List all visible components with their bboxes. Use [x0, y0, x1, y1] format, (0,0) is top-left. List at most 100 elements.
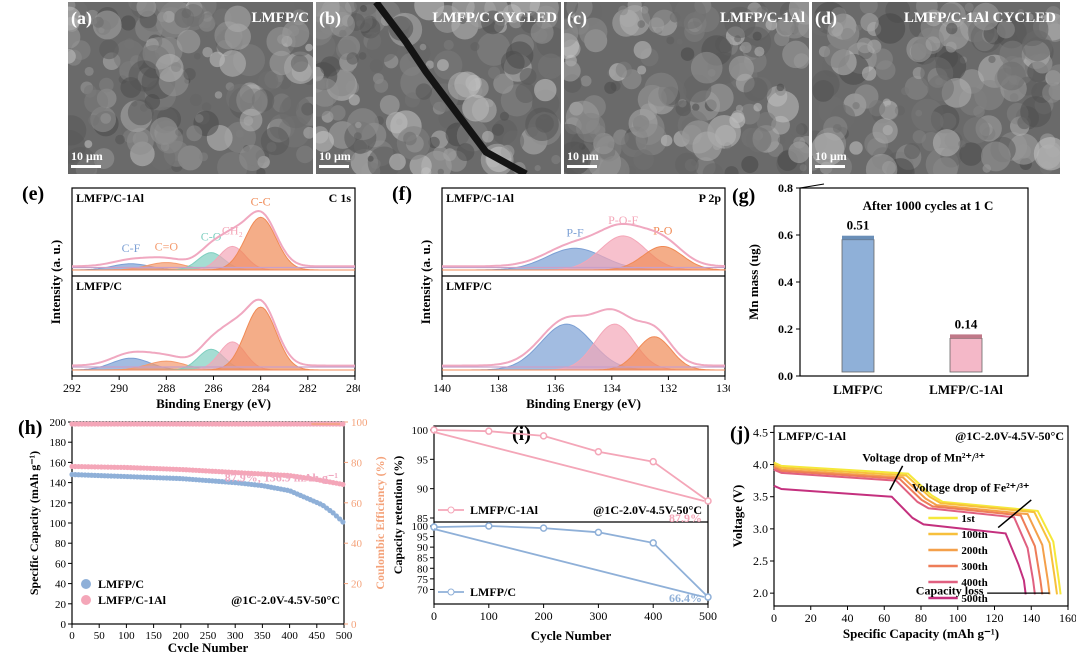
y2-tick-label: 60 — [351, 498, 363, 510]
y-axis-label: Intensity (a. u.) — [48, 240, 63, 325]
y2-tick-label: 80 — [351, 457, 363, 469]
mn-drop-annotation: Voltage drop of Mn²⁺/³⁺ — [862, 450, 985, 464]
data-point — [594, 447, 603, 456]
panel-label: (g) — [732, 185, 755, 207]
y-tick-label: 100 — [412, 521, 429, 533]
peak-label: C-O — [201, 230, 222, 244]
data-point — [539, 524, 548, 532]
condition-label: @1C-2.0V-4.5V-50°C — [955, 429, 1064, 443]
x-tick-label: 100 — [480, 609, 498, 623]
voltage-curve — [773, 461, 1062, 595]
voltage-curve — [773, 463, 1058, 595]
y-tick-label: 160 — [50, 457, 67, 469]
y-tick-label: 140 — [50, 478, 67, 490]
x-tick-label: 120 — [986, 611, 1004, 625]
x-axis-label: Specific Capacity (mAh g⁻¹) — [843, 626, 999, 641]
x-axis-label: Cycle Number — [168, 640, 249, 652]
data-point — [485, 427, 493, 435]
x-tick-label: 500 — [699, 609, 717, 623]
legend-marker — [447, 506, 455, 514]
sem-image-a: (a) LMFP/C 10 μm — [68, 2, 313, 174]
x-tick-label: 140 — [1022, 611, 1040, 625]
y-tick-label: 80 — [55, 538, 67, 550]
x-axis-label: Cycle Number — [531, 628, 612, 643]
legend-label: LMFP/C — [470, 585, 516, 599]
x-tick-label: 300 — [589, 609, 607, 623]
bar — [949, 337, 983, 373]
envelope-curve — [442, 308, 726, 367]
y-tick-label: 0.6 — [778, 228, 793, 242]
sem-sample-title: LMFP/C — [251, 10, 310, 26]
retention-line — [433, 429, 709, 502]
data-point — [704, 593, 712, 601]
fit-peak — [442, 246, 726, 271]
x-tick-label: 280 — [346, 381, 360, 395]
sem-scale-bar — [567, 165, 597, 168]
legend-label: LMFP/C-1Al — [98, 593, 167, 607]
sem-scale-label: 10 μm — [815, 149, 847, 163]
data-point — [340, 421, 346, 427]
legend-label: 400th — [961, 577, 987, 589]
x-tick-label: 282 — [299, 381, 317, 395]
y-tick-label: 4.5 — [753, 425, 768, 439]
legend-label: 200th — [961, 545, 987, 557]
legend-marker — [81, 595, 91, 605]
peak-label: C-F — [122, 241, 141, 255]
x-tick-label: 292 — [63, 381, 81, 395]
y-tick-label: 0.0 — [778, 369, 793, 383]
x-tick-label: 350 — [254, 630, 271, 642]
data-point — [649, 539, 657, 547]
sem-sample-title: LMFP/C-1Al CYCLED — [903, 10, 1056, 26]
y-tick-label: 4.0 — [753, 458, 768, 472]
fit-peak — [72, 216, 355, 271]
y-tick-label: 100 — [412, 425, 429, 437]
voltage-curve — [773, 468, 1036, 595]
y-tick-label: 60 — [55, 558, 67, 570]
x-tick-label: 0 — [771, 611, 777, 625]
x-tick-label: 200 — [173, 630, 190, 642]
data-point — [704, 497, 712, 505]
x-tick-label: 450 — [309, 630, 326, 642]
sem-scale-label: 10 μm — [319, 149, 351, 163]
x-tick-label: 100 — [118, 630, 135, 642]
data-point — [594, 528, 603, 537]
x-tick-label: 132 — [659, 381, 677, 395]
fe-drop-annotation: Voltage drop of Fe²⁺/³⁺ — [912, 481, 1030, 495]
x-tick-label: 286 — [205, 381, 223, 395]
voltage-profile-chart: (j) 0 20 40 60 80 100 120 140 160 2.0 2.5 3.0 3.5 4.0 4… — [730, 423, 1076, 641]
sem-sample-title: LMFP/C-1Al — [720, 10, 805, 26]
cycling-capacity-chart: (h)0 50 100 150 200 250 300 350 400 450 5000204060… — [18, 417, 387, 652]
voltage-curve — [773, 466, 1044, 595]
chart-title: After 1000 cycles at 1 C — [863, 198, 994, 213]
x-tick-label: 130 — [716, 381, 730, 395]
legend-label: 300th — [961, 561, 987, 573]
peak-label: CH₂ — [222, 223, 243, 237]
x-tick-label: 300 — [227, 630, 244, 642]
x-tick-label: 60 — [878, 611, 890, 625]
mn-arrow — [889, 465, 904, 491]
x-tick-label: 40 — [842, 611, 854, 625]
bar-top — [950, 334, 982, 339]
y2-tick-label: 40 — [351, 538, 363, 550]
sem-panel-label: (d) — [815, 8, 837, 28]
peak-label: P-O — [653, 223, 673, 237]
envelope-curve — [71, 298, 355, 367]
condition-label: @1C-2.0V-4.5V-50°C — [593, 503, 702, 517]
y-tick-label: 80 — [417, 563, 429, 575]
sem-scale-label: 10 μm — [71, 149, 103, 163]
mn-mass-bar-chart: (g) 0.0 0.2 0.4 0.6 0.8 Mn mass (ug) After 1000… — [732, 181, 1029, 397]
sem-image-b: (b) LMFP/C CYCLED 10 μm — [316, 2, 561, 174]
x-tick-label: 290 — [110, 381, 128, 395]
sem-panel-label: (a) — [71, 8, 92, 28]
3d-edge — [799, 183, 825, 189]
x-tick-label: 288 — [157, 381, 175, 395]
data-point — [337, 516, 343, 522]
xps-c1s-chart: (e) 292 290 288 286 284 282 280 Binding Energy (… — [22, 183, 360, 411]
retention-line — [433, 525, 709, 598]
y-tick-label: 75 — [417, 574, 429, 586]
bar-value-label: 0.51 — [847, 218, 870, 233]
data-point — [330, 510, 336, 516]
y2-axis-label: Coulombic Efficiency (%) — [373, 456, 387, 589]
y-axis-label: Capacity retention (%) — [391, 456, 405, 574]
sem-scale-bar — [815, 165, 845, 168]
